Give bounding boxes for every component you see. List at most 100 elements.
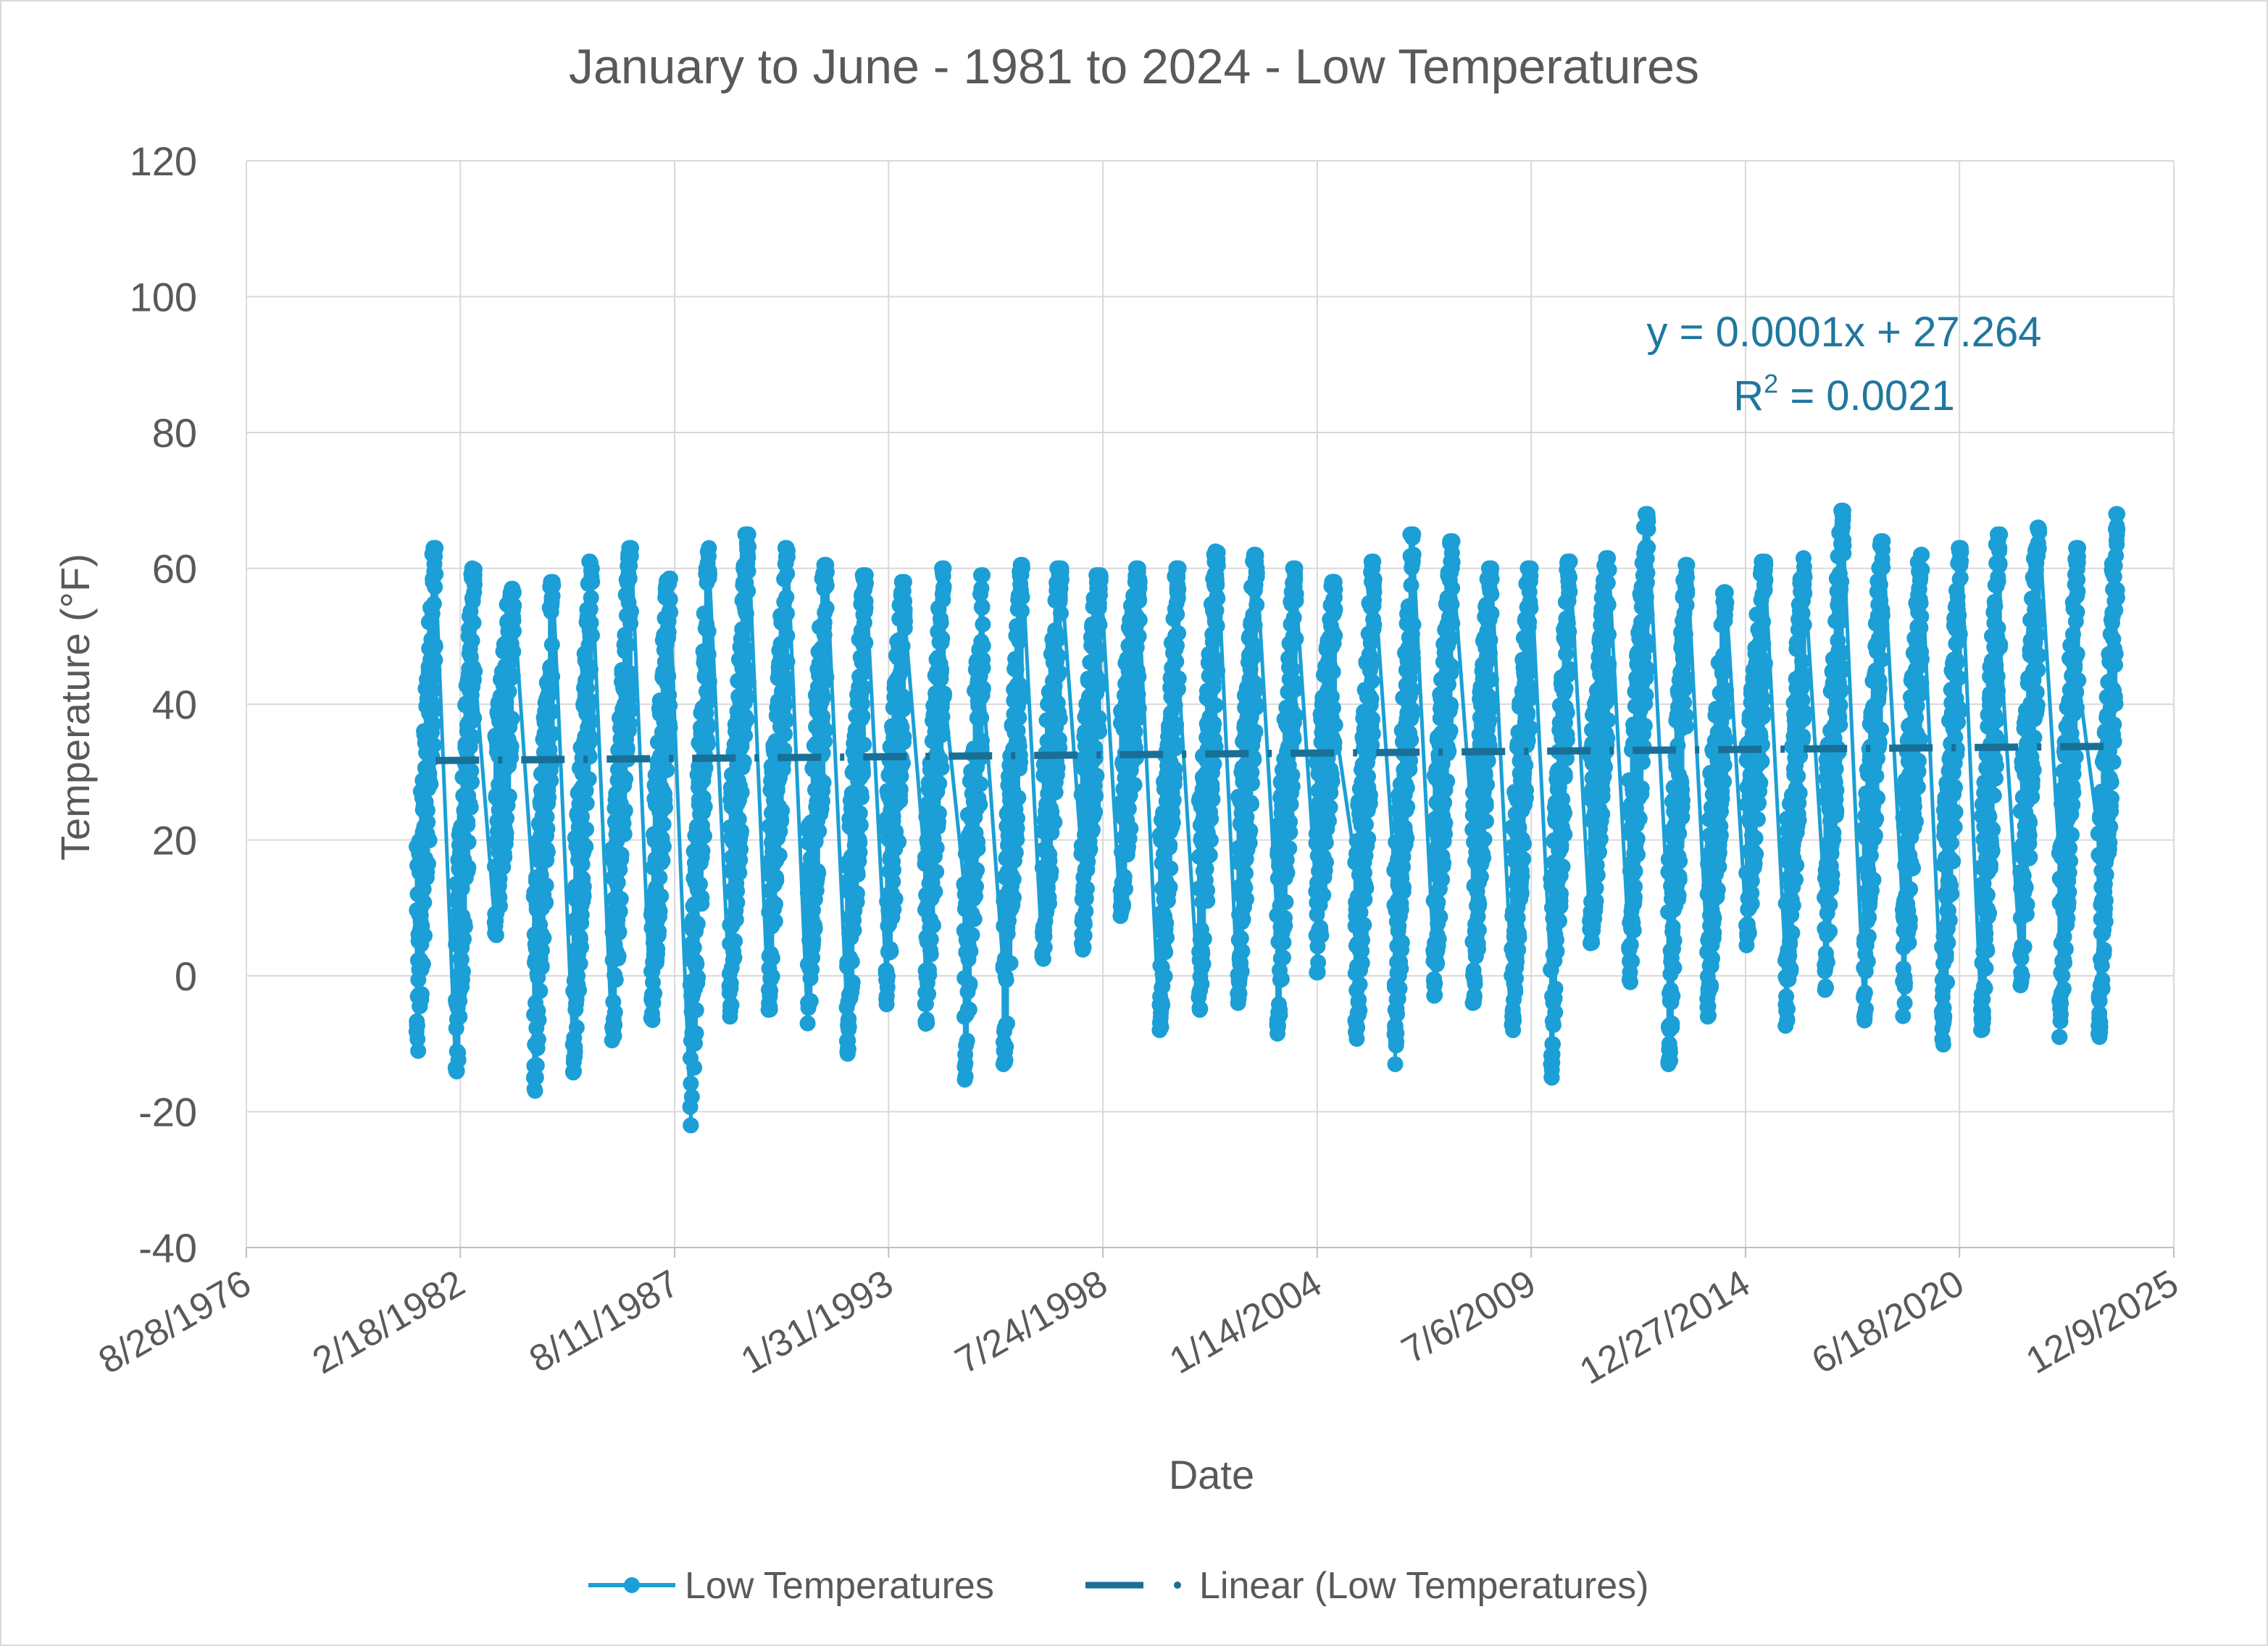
data-point-low-temperature [409,1031,426,1048]
data-point-low-temperature [1554,858,1571,875]
data-point-low-temperature [1480,753,1496,769]
data-point-low-temperature [1243,796,1259,812]
data-point-low-temperature [1358,880,1375,896]
data-point-low-temperature [1519,662,1536,679]
data-point-low-temperature [846,922,862,939]
data-point-low-temperature [545,577,562,594]
data-point-low-temperature [957,1068,974,1085]
data-point-low-temperature [1464,822,1481,838]
data-point-low-temperature [1209,617,1225,634]
data-point-low-temperature [422,776,439,793]
data-point-low-temperature [1246,617,1263,633]
data-point-low-temperature [1041,895,1057,912]
data-point-low-temperature [1429,955,1446,972]
data-point-low-temperature [1327,717,1343,733]
data-point-low-temperature [450,1052,467,1069]
data-point-low-temperature [700,690,717,706]
data-point-low-temperature [580,771,597,788]
data-point-low-temperature [538,877,554,894]
data-point-low-temperature [1204,791,1221,808]
data-point-low-temperature [1444,580,1461,596]
data-point-low-temperature [975,660,991,677]
data-point-low-temperature [817,722,834,738]
data-point-low-temperature [814,709,831,725]
data-point-low-temperature [1516,836,1532,852]
data-point-low-temperature [623,603,639,619]
data-point-low-temperature [1170,625,1187,641]
data-point-low-temperature [655,838,672,855]
data-point-low-temperature [1277,894,1294,911]
data-point-low-temperature [568,1019,585,1036]
data-point-low-temperature [612,903,628,920]
data-point-low-temperature [1364,673,1380,690]
data-point-low-temperature [574,856,591,873]
data-point-low-temperature [1600,596,1617,613]
data-point-low-temperature [584,627,600,644]
data-point-low-temperature [806,759,823,776]
data-point-low-temperature [896,574,912,590]
data-point-low-temperature [1011,632,1027,649]
data-point-low-temperature [567,1043,583,1060]
data-point-low-temperature [1553,885,1569,902]
data-point-low-temperature [425,682,441,698]
data-point-low-temperature [420,814,436,831]
data-point-low-temperature [1326,734,1343,751]
data-point-low-temperature [616,826,633,843]
data-point-low-temperature [459,816,476,833]
data-point-low-temperature [1666,932,1683,949]
data-point-low-temperature [578,795,595,811]
data-point-low-temperature [921,966,938,983]
data-point-low-temperature [419,802,435,819]
data-point-low-temperature [1158,915,1175,932]
data-point-low-temperature [729,894,746,911]
data-point-low-temperature [1358,816,1374,833]
data-point-low-temperature [1562,569,1578,586]
data-point-low-temperature [1051,664,1067,681]
data-point-low-temperature [454,964,471,979]
data-point-low-temperature [1153,1019,1170,1035]
data-point-low-temperature [856,736,872,753]
data-point-low-temperature [544,669,561,685]
data-point-low-temperature [934,630,951,647]
data-point-low-temperature [1664,987,1681,1004]
data-point-low-temperature [1244,775,1260,792]
data-point-low-temperature [1122,820,1139,837]
data-point-low-temperature [1092,677,1109,694]
data-point-low-temperature [539,843,556,860]
data-point-low-temperature [1288,681,1304,698]
data-point-low-temperature [1701,1008,1717,1024]
data-point-low-temperature [420,856,436,872]
data-point-low-temperature [657,799,673,816]
data-point-low-temperature [1207,697,1224,714]
data-point-low-temperature [1162,837,1178,853]
data-point-low-temperature [1624,953,1640,969]
data-point-low-temperature [1231,985,1248,1002]
data-point-low-temperature [1348,1030,1365,1047]
data-point-low-temperature [975,638,991,654]
data-point-low-temperature [973,709,990,726]
data-point-low-temperature [1238,809,1255,825]
data-point-low-temperature [1248,547,1264,564]
data-point-low-temperature [499,810,515,827]
data-point-low-temperature [1559,704,1575,721]
data-point-low-temperature [1638,589,1654,605]
data-point-low-temperature [1009,810,1025,827]
data-point-low-temperature [856,664,872,681]
data-point-low-temperature [462,799,479,816]
data-point-low-temperature [1206,756,1222,772]
data-point-low-temperature [533,942,550,958]
data-point-low-temperature [1049,759,1066,776]
data-point-low-temperature [1287,560,1304,577]
data-point-low-temperature [726,950,743,966]
data-point-low-temperature [535,929,552,946]
data-point-low-temperature [578,821,594,837]
data-point-low-temperature [1522,600,1539,617]
data-point-low-temperature [409,1017,425,1034]
data-point-low-temperature [811,823,827,840]
data-point-low-temperature [1288,585,1304,602]
data-point-low-temperature [1279,864,1296,881]
data-point-low-temperature [1594,788,1611,805]
data-point-low-temperature [1627,863,1643,880]
data-point-low-temperature [1092,587,1108,603]
data-point-low-temperature [1671,872,1688,888]
